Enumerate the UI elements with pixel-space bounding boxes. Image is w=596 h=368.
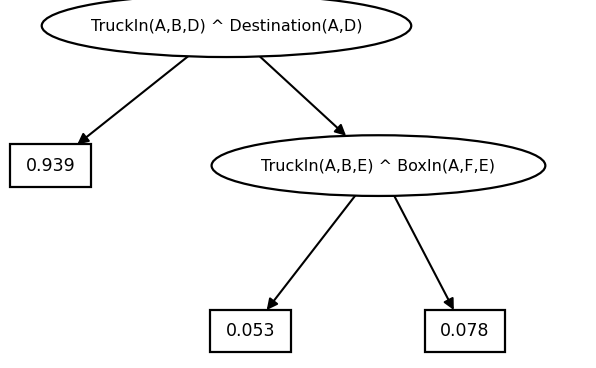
Text: 0.053: 0.053	[225, 322, 275, 340]
Ellipse shape	[212, 135, 545, 196]
FancyBboxPatch shape	[210, 310, 291, 353]
Text: 0.939: 0.939	[26, 157, 76, 174]
Text: TruckIn(A,B,D) ^ Destination(A,D): TruckIn(A,B,D) ^ Destination(A,D)	[91, 18, 362, 33]
Text: 0.078: 0.078	[440, 322, 490, 340]
FancyBboxPatch shape	[11, 144, 91, 187]
FancyBboxPatch shape	[424, 310, 505, 353]
Ellipse shape	[42, 0, 411, 57]
Text: TruckIn(A,B,E) ^ BoxIn(A,F,E): TruckIn(A,B,E) ^ BoxIn(A,F,E)	[262, 158, 495, 173]
